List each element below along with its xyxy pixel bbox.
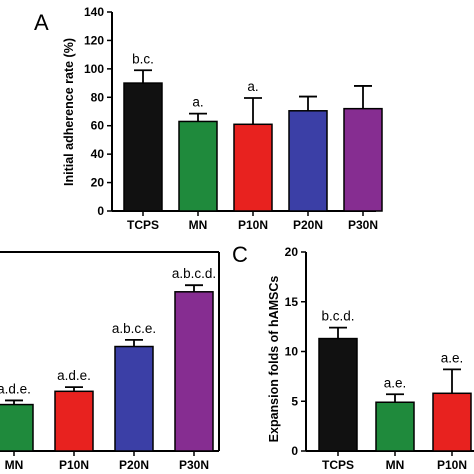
bar (318, 337, 358, 452)
bar-group: MN a. (178, 95, 218, 232)
bar-group: P20N (288, 95, 328, 232)
x-tick-label: P10N (437, 458, 467, 472)
data-label: a. (247, 79, 258, 94)
bar (0, 403, 34, 452)
bar (114, 345, 154, 452)
x-tick-label: MN (5, 458, 24, 472)
data-label: b.c. (132, 51, 154, 66)
y-tick-label: 0 (97, 204, 104, 218)
bar (54, 390, 94, 452)
x-tick-label: MN (386, 458, 405, 472)
bar (432, 392, 472, 452)
chart-panel-b: MN a.d.e. P10N a.d.e. P20N a.b.c.e. P30N a.b.c.… (0, 251, 220, 472)
data-label: a.d.e. (57, 368, 91, 383)
bars-a: TCPS b.c. MN a. P10N a. P20N P30N (123, 51, 383, 232)
bar (288, 110, 328, 212)
bars-b: MN a.d.e. P10N a.d.e. P20N a.b.c.e. P30N a.b.c.… (0, 266, 216, 472)
x-tick-label: P20N (119, 458, 149, 472)
bar-group: TCPS b.c. (123, 51, 163, 232)
x-tick-label: P30N (348, 218, 378, 232)
data-label: b.c.d. (321, 309, 354, 324)
bar-group: P20N a.b.c.e. (112, 321, 156, 472)
data-label: a.b.c.d. (172, 266, 216, 281)
bar-group: P10N a.d.e. (54, 368, 94, 472)
y-tick-label: 5 (291, 394, 298, 408)
bar (343, 107, 383, 212)
bar-group: MN a.d.e. (0, 381, 34, 472)
chart-panel-a: A Initial adherence rate (%) 0 20 40 60 80 10… (34, 5, 383, 232)
chart-panel-c: C Expansion folds of hAMSCs 0 5 10 15 20 TCP… (232, 242, 474, 472)
x-tick-label: P10N (238, 218, 268, 232)
y-tick-label: 20 (91, 176, 105, 190)
y-axis-label-c: Expansion folds of hAMSCs (267, 276, 281, 443)
y-tick-label: 140 (84, 5, 104, 19)
y-tick-label: 40 (91, 147, 105, 161)
y-tick-label: 100 (84, 62, 104, 76)
y-axis-label-a: Initial adherence rate (%) (62, 38, 76, 186)
panel-letter-a: A (34, 10, 49, 35)
bar-group: P30N (343, 85, 383, 232)
data-label: a.b.c.e. (112, 321, 156, 336)
bar-group: MN a.e. (375, 375, 415, 472)
bars-c: TCPS b.c.d. MN a.e. P10N a.e. (318, 309, 472, 472)
bar (233, 123, 273, 212)
bar-group: TCPS b.c.d. (318, 309, 358, 472)
bar-group: P30N a.b.c.d. (172, 266, 216, 472)
x-tick-label: TCPS (322, 458, 354, 472)
data-label: a.d.e. (0, 381, 31, 396)
data-label: a. (192, 95, 203, 110)
bar (375, 401, 415, 452)
bar (123, 82, 163, 212)
bar (174, 291, 214, 452)
data-label: a.e. (384, 375, 407, 390)
bar-group: P10N a. (233, 79, 273, 232)
x-tick-label: TCPS (127, 218, 159, 232)
y-tick-label: 60 (91, 119, 105, 133)
y-tick-label: 15 (285, 295, 299, 309)
y-tick-label: 20 (285, 245, 299, 259)
x-tick-label: P10N (59, 458, 89, 472)
y-tick-label: 120 (84, 33, 104, 47)
y-tick-label: 10 (285, 345, 299, 359)
y-tick-label: 0 (291, 444, 298, 458)
x-tick-label: P30N (179, 458, 209, 472)
bar-group: P10N a.e. (432, 350, 472, 472)
bar (178, 120, 218, 212)
x-tick-label: MN (189, 218, 208, 232)
y-tick-label: 80 (91, 90, 105, 104)
panel-letter-c: C (232, 242, 248, 267)
data-label: a.e. (441, 350, 464, 365)
x-tick-label: P20N (293, 218, 323, 232)
